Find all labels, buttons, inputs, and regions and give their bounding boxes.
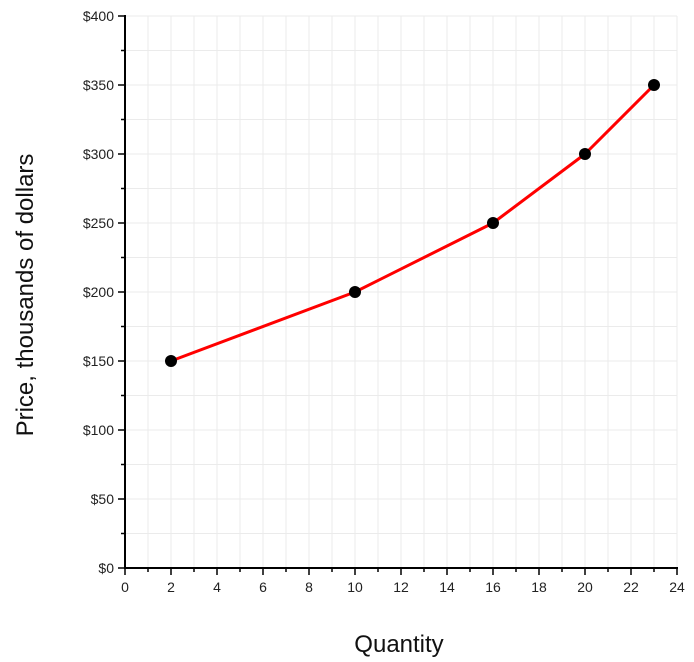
series-group (165, 79, 660, 367)
x-tick-label: 18 (531, 579, 547, 595)
x-tick-label: 4 (213, 579, 221, 595)
y-tick-label: $300 (83, 146, 114, 162)
y-tick-label: $200 (83, 284, 114, 300)
x-tick-label: 2 (167, 579, 175, 595)
data-point (165, 355, 177, 367)
x-tick-label: 24 (669, 579, 685, 595)
y-tick-label: $400 (83, 8, 114, 24)
data-point (648, 79, 660, 91)
x-tick-label: 6 (259, 579, 267, 595)
x-tick-label: 12 (393, 579, 409, 595)
x-tick-label: 16 (485, 579, 501, 595)
y-tick-label: $350 (83, 77, 114, 93)
grid (125, 15, 678, 568)
y-tick-label: $50 (91, 491, 115, 507)
data-point (349, 286, 361, 298)
y-tick-label: $150 (83, 353, 114, 369)
x-tick-label: 14 (439, 579, 455, 595)
y-tick-label: $250 (83, 215, 114, 231)
x-tick-label: 20 (577, 579, 593, 595)
axes (118, 15, 678, 575)
x-tick-label: 8 (305, 579, 313, 595)
y-tick-label: $100 (83, 422, 114, 438)
tick-labels: 0 2 4 6 8 10 12 14 16 18 20 22 24$0$50$100$150$200$2… (83, 8, 685, 595)
y-tick-label: $0 (98, 560, 114, 576)
data-point (487, 217, 499, 229)
y-axis-title: Price, thousands of dollars (12, 154, 39, 437)
data-point (579, 148, 591, 160)
x-tick-label: 22 (623, 579, 639, 595)
x-tick-label: 0 (121, 579, 129, 595)
x-tick-label: 10 (347, 579, 363, 595)
x-axis-title: Quantity (354, 631, 443, 658)
